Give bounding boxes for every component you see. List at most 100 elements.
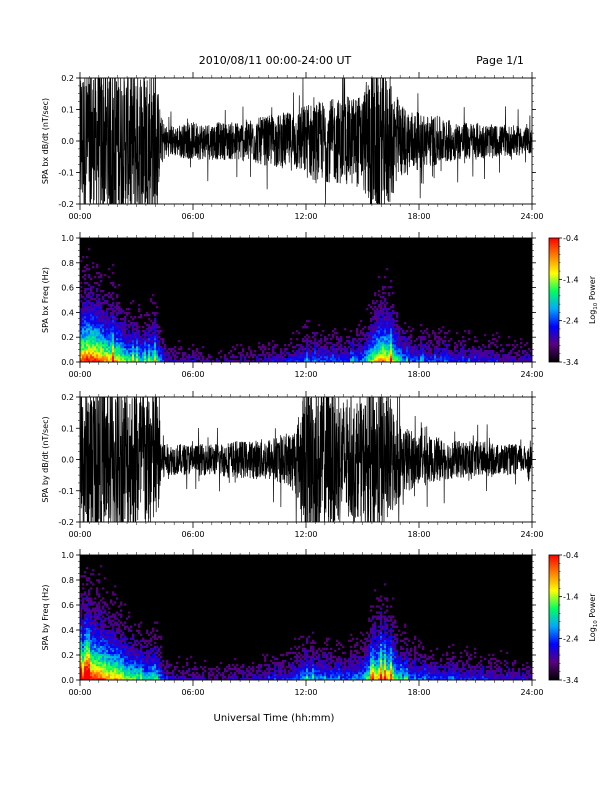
heatmap-cell xyxy=(430,358,433,361)
heatmap-cell xyxy=(106,639,109,642)
heatmap-cell xyxy=(88,294,91,297)
heatmap-cell xyxy=(446,348,449,351)
heatmap-cell xyxy=(326,350,329,353)
heatmap-cell xyxy=(124,649,127,653)
heatmap-cell xyxy=(284,667,287,671)
heatmap-cell xyxy=(384,292,387,295)
heatmap-cell xyxy=(300,675,303,679)
heatmap-cell xyxy=(308,358,311,361)
heatmap-cell xyxy=(84,655,87,659)
heatmap-cell xyxy=(318,677,321,680)
heatmap-cell xyxy=(86,661,89,665)
heatmap-cell xyxy=(156,621,159,624)
heatmap-cell xyxy=(100,677,103,680)
heatmap-cell xyxy=(392,352,395,355)
heatmap-cell xyxy=(92,360,95,362)
heatmap-cell xyxy=(100,659,103,663)
heatmap-cell xyxy=(136,352,139,355)
heatmap-cell xyxy=(80,655,83,659)
heatmap-cell xyxy=(488,346,491,349)
heatmap-cell xyxy=(148,360,151,362)
heatmap-cell xyxy=(104,619,107,622)
heatmap-cell xyxy=(80,575,83,578)
heatmap-cell xyxy=(146,328,149,331)
heatmap-cell xyxy=(110,667,113,671)
heatmap-cell xyxy=(486,360,489,362)
heatmap-cell xyxy=(314,671,317,675)
heatmap-cell xyxy=(84,270,87,273)
heatmap-cell xyxy=(206,358,209,361)
heatmap-cell xyxy=(88,326,91,329)
heatmap-cell xyxy=(392,356,395,359)
heatmap-cell xyxy=(146,629,149,632)
heatmap-cell xyxy=(300,669,303,673)
heatmap-cell xyxy=(506,358,509,361)
heatmap-cell xyxy=(248,348,251,351)
heatmap-cell xyxy=(396,336,399,339)
heatmap-cell xyxy=(268,352,271,355)
heatmap-cell xyxy=(154,336,157,339)
heatmap-cell xyxy=(148,344,151,347)
heatmap-cell xyxy=(96,308,99,311)
heatmap-cell xyxy=(226,360,229,362)
heatmap-cell xyxy=(136,350,139,353)
heatmap-cell xyxy=(380,356,383,359)
heatmap-cell xyxy=(94,607,97,610)
heatmap-cell xyxy=(154,661,157,665)
heatmap-cell xyxy=(108,647,111,651)
heatmap-cell xyxy=(508,344,511,347)
heatmap-cell xyxy=(132,360,135,362)
heatmap-cell xyxy=(112,635,115,638)
heatmap-cell xyxy=(92,655,95,659)
heatmap-cell xyxy=(282,358,285,361)
heatmap-cell xyxy=(152,336,155,339)
heatmap-cell xyxy=(358,338,361,341)
heatmap-cell xyxy=(520,360,523,362)
heatmap-cell xyxy=(280,671,283,675)
heatmap-cell xyxy=(154,352,157,355)
heatmap-cell xyxy=(242,663,245,667)
heatmap-cell xyxy=(372,332,375,335)
heatmap-cell xyxy=(132,657,135,661)
heatmap-cell xyxy=(324,653,327,657)
heatmap-cell xyxy=(374,326,377,329)
heatmap-cell xyxy=(90,627,93,630)
heatmap-cell xyxy=(94,276,97,279)
heatmap-cell xyxy=(334,356,337,359)
heatmap-cell xyxy=(110,350,113,353)
heatmap-cell xyxy=(406,344,409,347)
heatmap-cell xyxy=(330,348,333,351)
heatmap-cell xyxy=(382,286,385,289)
heatmap-cell xyxy=(180,358,183,361)
heatmap-cell xyxy=(266,671,269,675)
heatmap-cell xyxy=(112,619,115,622)
heatmap-cell xyxy=(380,300,383,303)
heatmap-cell xyxy=(116,675,119,679)
heatmap-cell xyxy=(104,645,107,649)
heatmap-cell xyxy=(282,665,285,669)
heatmap-cell xyxy=(100,651,103,655)
heatmap-cell xyxy=(408,354,411,357)
heatmap-cell xyxy=(384,328,387,331)
heatmap-cell xyxy=(448,344,451,347)
heatmap-cell xyxy=(94,673,97,677)
heatmap-cell xyxy=(368,354,371,357)
heatmap-cell xyxy=(90,625,93,628)
heatmap-cell xyxy=(316,661,319,665)
heatmap-cell xyxy=(376,318,379,321)
heatmap-cell xyxy=(420,352,423,355)
heatmap-cell xyxy=(332,360,335,362)
heatmap-cell xyxy=(356,340,359,343)
heatmap-cell xyxy=(500,350,503,353)
heatmap-cell xyxy=(152,647,155,651)
heatmap-cell xyxy=(90,619,93,622)
heatmap-cell xyxy=(302,661,305,665)
heatmap-cell xyxy=(80,607,83,610)
heatmap-cell xyxy=(82,314,85,317)
heatmap-cell xyxy=(142,342,145,345)
heatmap-cell xyxy=(216,677,219,680)
heatmap-cell xyxy=(114,326,117,329)
heatmap-cell xyxy=(94,655,97,659)
heatmap-cell xyxy=(134,334,137,337)
heatmap-cell xyxy=(372,330,375,333)
